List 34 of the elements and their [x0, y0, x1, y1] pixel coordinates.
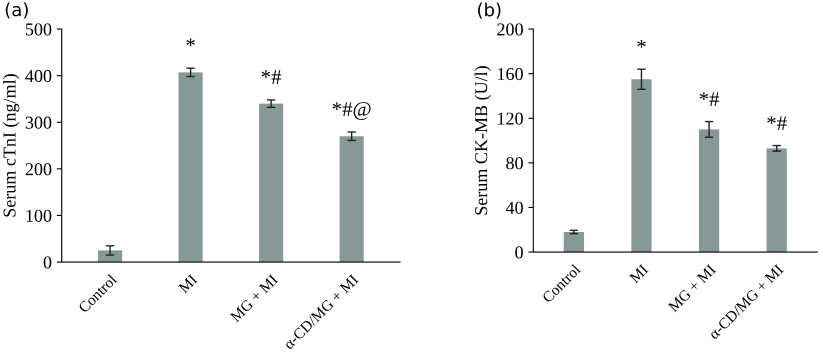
bar [178, 72, 203, 262]
bar [564, 232, 584, 252]
bar [631, 79, 652, 252]
x-tick-label: MG + MI [230, 274, 278, 323]
bar [98, 250, 122, 262]
y-tick-label: 100 [26, 210, 52, 222]
y-tick-label: 160 [498, 68, 523, 80]
y-tick-label: 200 [497, 23, 523, 36]
y-tick-label: 300 [26, 116, 52, 129]
y-tick-label: 0 [515, 246, 523, 258]
x-tick-label: MI [178, 274, 198, 294]
y-tick-label: 80 [506, 157, 523, 170]
y-tick-label: 0 [44, 256, 52, 269]
y-tick-label: 40 [506, 202, 523, 214]
x-tick-label: MG + MI [668, 264, 716, 313]
chart-title: (b) [478, 2, 501, 19]
chart-title: (a) [6, 2, 28, 18]
y-tick-label: 200 [26, 163, 52, 176]
y-axis-title: Serum cTnI (ng/ml) [2, 74, 20, 217]
annotation: *# [262, 70, 282, 84]
y-tick-label: 400 [25, 70, 52, 82]
y-tick-label: 500 [26, 23, 52, 36]
annotation: * [637, 40, 646, 48]
x-tick-label: MI [629, 264, 649, 284]
bar [698, 129, 720, 252]
y-axis-title: Serum CK-MB (U/l) [474, 66, 491, 215]
annotation: *#@ [332, 102, 371, 120]
bar [766, 148, 787, 252]
bar [259, 104, 284, 262]
annotation: *# [767, 116, 787, 130]
y-tick-label: 120 [498, 112, 523, 125]
annotation: * [186, 38, 195, 46]
annotation: *# [700, 92, 720, 106]
bar [340, 136, 364, 262]
